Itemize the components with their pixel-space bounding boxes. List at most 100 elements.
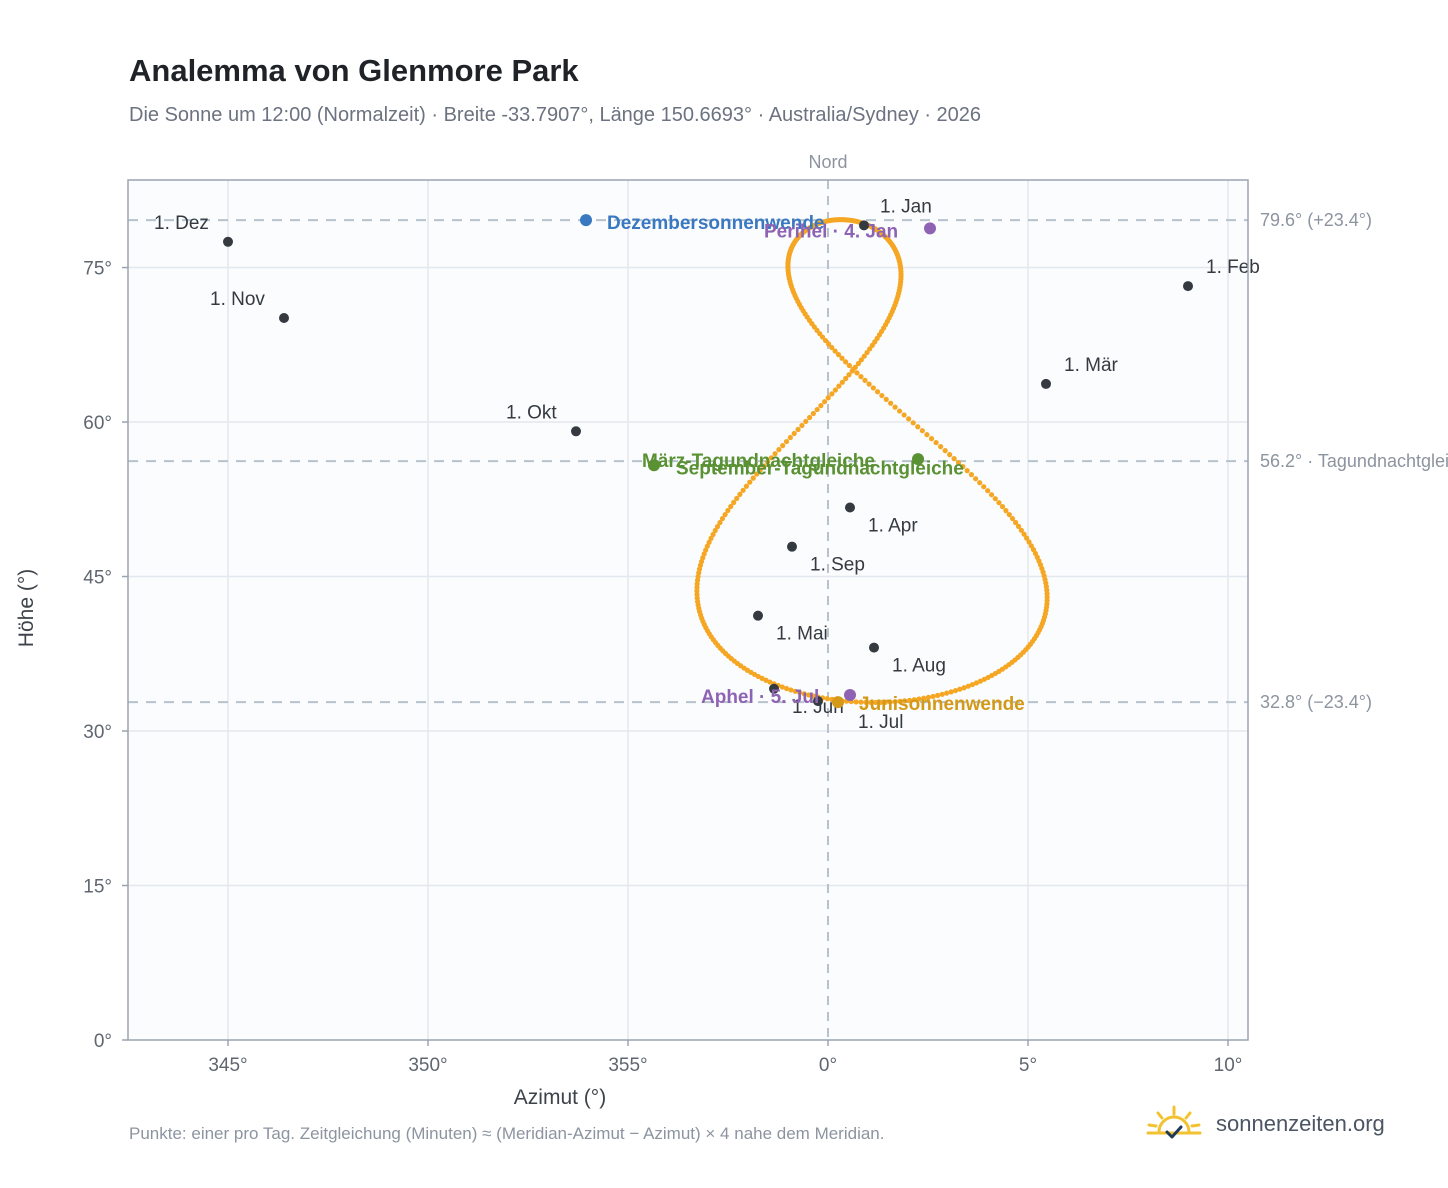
month-marker	[571, 426, 581, 437]
reference-lines: Nord 79.6° (+23.4°) 56.2° · Tagundnachtgle…	[128, 152, 1448, 1040]
analemma-point	[1015, 523, 1022, 530]
analemma-point	[866, 381, 872, 387]
analemma-point	[714, 523, 721, 530]
analemma-point	[977, 480, 983, 486]
analemma-point	[703, 547, 709, 553]
analemma-point	[896, 408, 903, 414]
analemma-point	[999, 504, 1006, 510]
analemma-point	[921, 695, 927, 701]
event-label: Junisonnenwende	[859, 694, 1025, 715]
month-marker	[845, 502, 855, 513]
analemma-point	[846, 362, 852, 369]
analemma-point	[870, 385, 876, 391]
analemma-point	[955, 460, 962, 466]
analemma-point	[935, 692, 941, 699]
analemma-point	[788, 687, 794, 693]
reference-line-label: 56.2° · Tagundnachtgleiche	[1260, 451, 1448, 471]
analemma-point	[985, 488, 991, 494]
analemma-point	[952, 687, 959, 694]
analemma-point	[933, 440, 939, 446]
analemma-point	[850, 366, 856, 372]
analemma-point	[981, 676, 987, 682]
analemma-point	[897, 698, 903, 704]
analemma-point	[810, 410, 816, 417]
analemma-point	[888, 400, 894, 406]
analemma-point	[743, 483, 749, 489]
analemma-point	[710, 531, 716, 538]
analemma-point	[728, 503, 734, 510]
analemma-point	[1009, 515, 1016, 522]
month-marker	[753, 610, 763, 621]
analemma-point	[902, 698, 908, 704]
month-marker	[223, 236, 233, 247]
analemma-point	[858, 374, 864, 380]
analemma-point	[795, 426, 801, 433]
analemma-point	[960, 464, 966, 470]
analemma-point	[868, 699, 874, 706]
y-tick-label: 0°	[94, 1031, 112, 1052]
chart-subtitle: Die Sonne um 12:00 (Normalzeit) · Breite…	[129, 104, 982, 126]
analemma-point	[1021, 531, 1027, 537]
analemma-point	[797, 689, 803, 696]
analemma-point	[824, 696, 830, 702]
analemma-point	[818, 403, 824, 409]
analemma-point	[1012, 519, 1019, 526]
month-marker	[1183, 281, 1193, 292]
analemma-point	[867, 346, 873, 352]
analemma-point	[801, 691, 807, 697]
analemma-point	[839, 355, 845, 361]
analemma-point	[977, 678, 984, 684]
analemma-point	[810, 693, 816, 699]
month-marker-label: 1. Sep	[810, 555, 865, 576]
analemma-point	[750, 475, 756, 481]
axes: 345° 350° 355° 0° 5° 10° 0° 15° 30° 45° 60° 75° Azim…	[15, 259, 1242, 1109]
analemma-point	[1018, 527, 1024, 533]
reference-line-label: 79.6° (+23.4°)	[1260, 210, 1372, 230]
analemma-point	[763, 677, 769, 683]
analemma-point	[863, 699, 869, 705]
analemma-point	[806, 692, 812, 698]
analemma-point	[883, 396, 889, 402]
analemma-point	[944, 690, 950, 696]
analemma-point	[725, 507, 731, 514]
analemma-point	[768, 455, 774, 461]
analemma-point	[783, 685, 790, 692]
analemma-point	[799, 422, 805, 429]
analemma-point	[910, 420, 916, 426]
y-tick-label: 15°	[83, 877, 112, 898]
x-tick-label: 10°	[1214, 1055, 1243, 1076]
analemma-point	[861, 353, 867, 359]
y-axis-label: Höhe (°)	[15, 569, 38, 647]
analemma-point	[911, 697, 917, 703]
sun-check-icon	[1146, 1105, 1202, 1139]
analemma-point	[973, 680, 980, 686]
brand[interactable]: sonnenzeiten.org	[1146, 1104, 1385, 1144]
analemma-point	[938, 444, 944, 450]
analemma-point	[817, 331, 823, 337]
analemma-point	[873, 699, 879, 706]
analemma-point	[1026, 539, 1032, 545]
analemma-point	[965, 683, 971, 689]
month-marker	[769, 683, 779, 694]
analemma-point	[765, 459, 771, 465]
analemma-point	[717, 519, 723, 526]
month-marker-label: 1. Nov	[210, 289, 265, 310]
analemma-point	[712, 527, 718, 534]
analemma-point	[964, 468, 970, 474]
analemma-point	[803, 418, 809, 425]
analemma-point	[854, 370, 860, 376]
plot-background	[128, 180, 1248, 1040]
analemma-point	[747, 479, 753, 485]
analemma-point	[829, 391, 835, 397]
month-marker-label: 1. Feb	[1206, 257, 1260, 278]
analemma-point	[822, 337, 829, 344]
x-axis-label: Azimut (°)	[514, 1086, 606, 1109]
analemma-point	[882, 699, 888, 705]
analemma-point	[772, 451, 778, 457]
analemma-point	[737, 491, 743, 497]
analemma-series	[694, 217, 1050, 706]
analemma-point	[1028, 543, 1034, 549]
analemma-point	[887, 699, 893, 705]
analemma-point	[843, 359, 849, 365]
